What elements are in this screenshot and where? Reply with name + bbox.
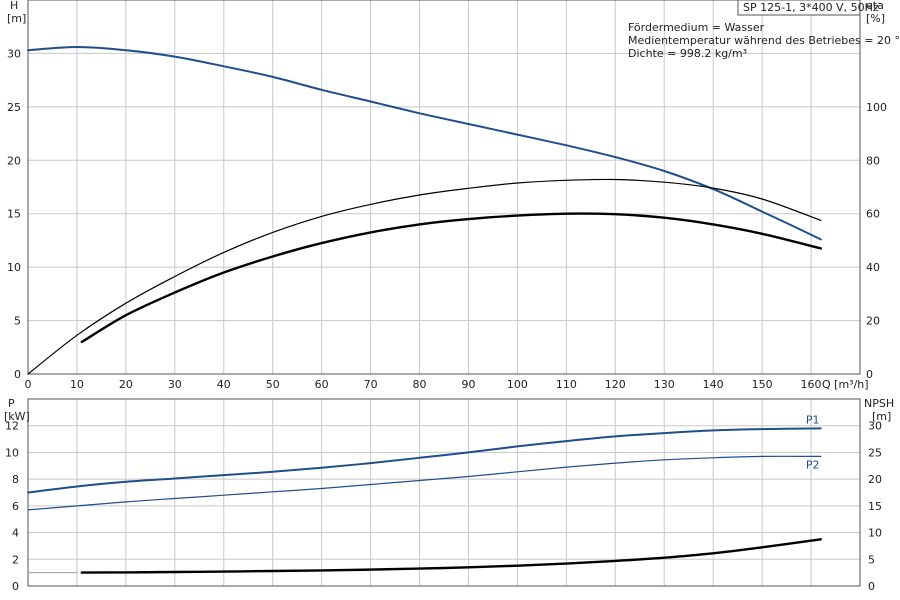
top-right-tick-label: 20 xyxy=(866,315,880,328)
x-tick-label: 20 xyxy=(119,378,133,391)
chart-marks: 0 10 20 30 40 50 60 70 80 90 100 110 120 130 140 150 160… xyxy=(5,45,887,593)
bottom-right-tick-label: 30 xyxy=(868,420,882,433)
top-left-tick-label: 5 xyxy=(14,315,21,328)
bottom-right-tick-label: 10 xyxy=(868,527,882,540)
x-tick-label: 70 xyxy=(364,378,378,391)
top-right-tick-label: 80 xyxy=(866,154,880,167)
bottom-left-axis-title: P xyxy=(8,397,15,410)
top-right-axis-unit: [%] xyxy=(866,12,885,25)
power-curve-P2 xyxy=(27,455,822,511)
top-grid xyxy=(28,0,860,374)
info-line-temperature: Medientemperatur während des Betriebes =… xyxy=(628,34,900,47)
bottom-left-tick-label: 4 xyxy=(12,527,19,540)
npsh-curve xyxy=(80,538,822,574)
bottom-plot-frame xyxy=(27,398,861,587)
top-left-tick-label: 10 xyxy=(7,261,21,274)
top-left-tick-label: 25 xyxy=(7,101,21,114)
x-tick-label: 50 xyxy=(266,378,280,391)
bottom-left-tick-label: 10 xyxy=(5,446,19,459)
x-axis-label: Q [m³/h] xyxy=(822,378,869,391)
bottom-left-tick-label: 2 xyxy=(12,553,19,566)
x-tick-label: 40 xyxy=(217,378,231,391)
x-tick-label: 150 xyxy=(752,378,773,391)
top-left-axis-title: H xyxy=(10,0,18,12)
top-left-tick-label: 0 xyxy=(14,368,21,381)
bottom-left-axis-unit: [kW] xyxy=(4,410,30,423)
bottom-left-tick-label: 12 xyxy=(5,420,19,433)
x-tick-label: 0 xyxy=(25,378,32,391)
x-tick-label: 90 xyxy=(461,378,475,391)
x-tick-label: 10 xyxy=(70,378,84,391)
bottom-grid xyxy=(28,398,860,586)
x-tick-label: 80 xyxy=(413,378,427,391)
x-tick-label: 160 xyxy=(801,378,822,391)
series-label-p1: P1 xyxy=(806,413,820,426)
x-tick-label: 120 xyxy=(605,378,626,391)
top-right-axis-title: eta xyxy=(866,0,884,12)
efficiency-curve-eta-thick xyxy=(80,212,822,344)
top-plot-frame xyxy=(27,0,861,375)
power-curve-P1 xyxy=(27,427,822,494)
x-tick-label: 100 xyxy=(507,378,528,391)
bottom-right-tick-label: 25 xyxy=(868,446,882,459)
top-right-tick-label: 100 xyxy=(866,101,887,114)
x-tick-label: 140 xyxy=(703,378,724,391)
chart-title: SP 125-1, 3*400 V, 50Hz xyxy=(743,1,879,14)
bottom-left-tick-label: 8 xyxy=(12,473,19,486)
bottom-left-tick-label: 6 xyxy=(12,500,19,513)
x-tick-label: 60 xyxy=(315,378,329,391)
bottom-right-tick-label: 20 xyxy=(868,473,882,486)
top-right-tick-label: 0 xyxy=(866,368,873,381)
info-line-density: Dichte = 998.2 kg/m³ xyxy=(628,47,747,60)
x-tick-label: 130 xyxy=(654,378,675,391)
title-box xyxy=(737,0,861,16)
top-left-tick-label: 20 xyxy=(7,154,21,167)
bottom-right-tick-label: 5 xyxy=(868,553,875,566)
top-left-tick-label: 15 xyxy=(7,208,21,221)
bottom-right-tick-label: 0 xyxy=(868,580,875,593)
bottom-right-tick-label: 15 xyxy=(868,500,882,513)
top-left-axis-unit: [m] xyxy=(7,12,26,25)
top-right-tick-label: 40 xyxy=(866,261,880,274)
info-line-medium: Fördermedium = Wasser xyxy=(628,21,765,34)
x-tick-label: 110 xyxy=(556,378,577,391)
head-curve-H xyxy=(27,45,822,241)
top-right-tick-label: 60 xyxy=(866,208,880,221)
x-tick-label: 30 xyxy=(168,378,182,391)
bottom-left-tick-label: 0 xyxy=(12,580,19,593)
bottom-right-axis-unit: [m] xyxy=(872,410,891,423)
series-label-p2: P2 xyxy=(806,458,820,471)
top-left-tick-label: 30 xyxy=(7,47,21,60)
bottom-right-axis-title: NPSH xyxy=(864,397,894,410)
efficiency-curve-eta-thin xyxy=(27,178,822,375)
